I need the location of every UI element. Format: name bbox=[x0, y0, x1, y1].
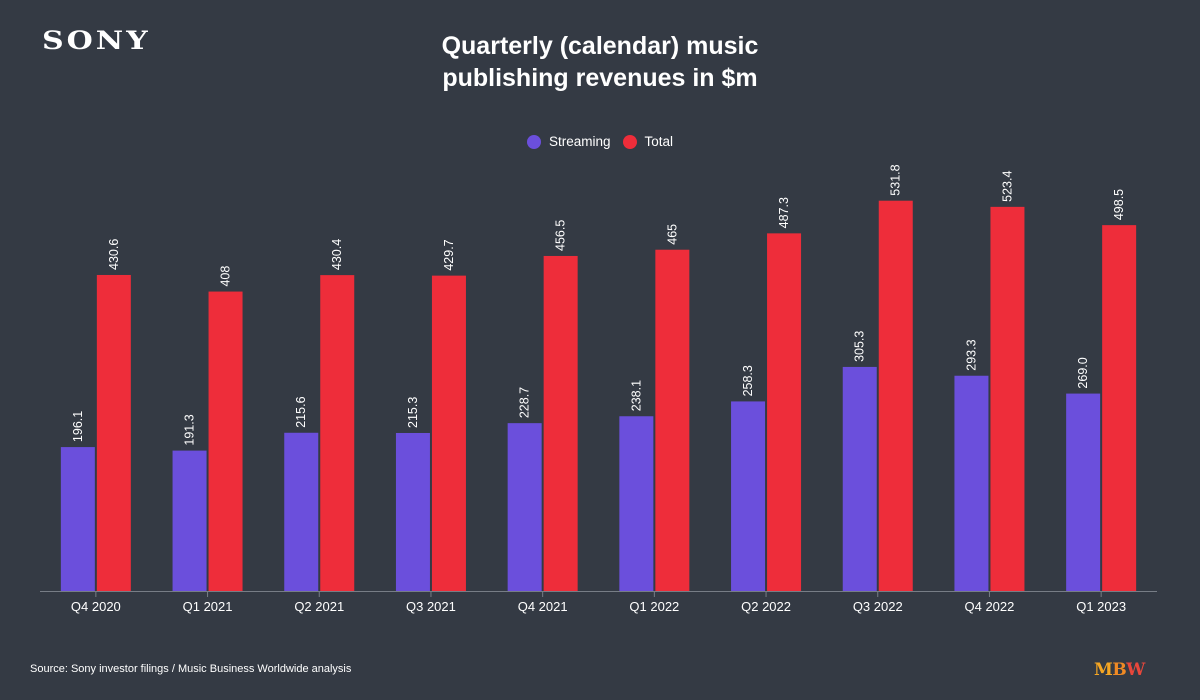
x-tick-label: Q4 2021 bbox=[518, 599, 568, 614]
legend-label-streaming: Streaming bbox=[548, 134, 611, 149]
bar-streaming bbox=[1066, 393, 1101, 591]
data-label-total: 430.6 bbox=[107, 239, 121, 270]
legend-item-streaming[interactable]: Streaming bbox=[526, 134, 611, 149]
bar-streaming bbox=[842, 366, 877, 591]
bar-streaming bbox=[507, 423, 542, 591]
x-tick-label: Q4 2022 bbox=[965, 599, 1015, 614]
bar-total bbox=[208, 291, 243, 591]
bar-total bbox=[431, 275, 466, 591]
legend-label-total: Total bbox=[644, 134, 674, 149]
bar-total bbox=[878, 200, 913, 592]
chart-legend: Streaming Total bbox=[0, 134, 1200, 149]
data-label-streaming: 238.1 bbox=[629, 380, 643, 411]
data-label-streaming: 215.6 bbox=[294, 396, 308, 427]
source-note: Source: Sony investor filings / Music Bu… bbox=[30, 663, 352, 675]
legend-marker-streaming bbox=[526, 134, 541, 149]
chart-title-line-1: Quarterly (calendar) music bbox=[441, 32, 759, 60]
bar-total bbox=[990, 206, 1025, 591]
x-tick-label: Q4 2020 bbox=[71, 599, 121, 614]
x-tick-label: Q3 2022 bbox=[853, 599, 903, 614]
bar-total bbox=[96, 274, 131, 591]
data-label-streaming: 258.3 bbox=[741, 365, 755, 396]
data-label-streaming: 215.3 bbox=[406, 397, 420, 428]
bar-total bbox=[543, 255, 578, 591]
chart-title-line-2: publishing revenues in $m bbox=[442, 64, 758, 92]
data-label-streaming: 293.3 bbox=[964, 339, 978, 370]
data-label-streaming: 228.7 bbox=[518, 387, 532, 418]
data-label-streaming: 191.3 bbox=[183, 414, 197, 445]
data-label-streaming: 269.0 bbox=[1076, 357, 1090, 388]
data-label-total: 429.7 bbox=[442, 239, 456, 270]
x-tick-label: Q2 2022 bbox=[741, 599, 791, 614]
sony-logo: SONY bbox=[42, 26, 151, 56]
bar-total bbox=[767, 233, 802, 591]
bar-streaming bbox=[954, 375, 989, 591]
data-label-total: 523.4 bbox=[1000, 171, 1014, 202]
data-label-total: 430.4 bbox=[330, 239, 344, 270]
bar-streaming bbox=[395, 432, 430, 591]
bar-streaming bbox=[284, 432, 319, 591]
mbw-logo: MBW bbox=[1094, 660, 1145, 680]
bar-total bbox=[655, 249, 690, 592]
data-label-total: 456.5 bbox=[554, 220, 568, 251]
data-label-streaming: 196.1 bbox=[71, 411, 85, 442]
bar-streaming bbox=[619, 416, 654, 591]
x-tick-label: Q3 2021 bbox=[406, 599, 456, 614]
legend-item-total[interactable]: Total bbox=[622, 134, 674, 149]
data-label-streaming: 305.3 bbox=[853, 331, 867, 362]
x-tick-label: Q1 2021 bbox=[183, 599, 233, 614]
x-tick-label: Q1 2022 bbox=[629, 599, 679, 614]
data-label-total: 408 bbox=[219, 266, 233, 287]
data-label-total: 498.5 bbox=[1112, 189, 1126, 220]
x-tick-label: Q2 2021 bbox=[294, 599, 344, 614]
chart-title: Quarterly (calendar) music publishing re… bbox=[0, 30, 1200, 94]
data-label-total: 487.3 bbox=[777, 197, 791, 228]
bar-streaming bbox=[731, 401, 766, 591]
bar-total bbox=[320, 275, 355, 591]
data-label-total: 465 bbox=[665, 224, 679, 245]
data-label-total: 531.8 bbox=[889, 164, 903, 195]
legend-marker-total bbox=[622, 134, 637, 149]
bar-total bbox=[1102, 225, 1137, 592]
bar-streaming bbox=[60, 447, 95, 591]
bar-streaming bbox=[172, 450, 207, 591]
x-tick-label: Q1 2023 bbox=[1076, 599, 1126, 614]
